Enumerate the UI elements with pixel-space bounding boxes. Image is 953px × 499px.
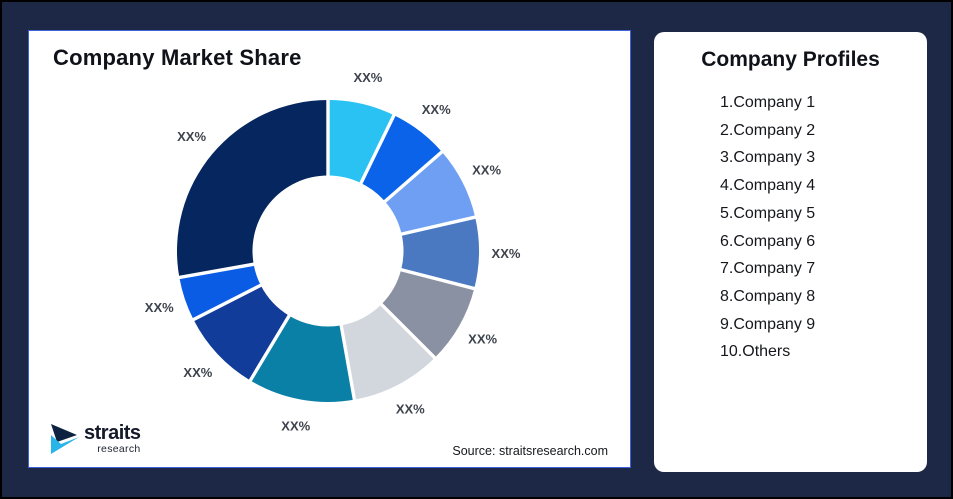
logo-text: straits research xyxy=(84,423,141,455)
slice-label: XX% xyxy=(281,419,310,434)
straits-logo-icon xyxy=(51,424,79,454)
profile-item: 5.Company 5 xyxy=(720,204,816,222)
logo-mark-cyan xyxy=(51,435,79,454)
straits-logo: straits research xyxy=(49,421,141,457)
logo-mark-dark xyxy=(51,424,77,442)
slice-label: XX% xyxy=(492,246,521,261)
profiles-title: Company Profiles xyxy=(701,48,880,71)
profile-item: 1.Company 1 xyxy=(720,94,816,111)
slice-separator xyxy=(190,282,265,322)
slice-label: XX% xyxy=(183,365,212,380)
profile-item: 6.Company 6 xyxy=(720,232,816,250)
profiles-list: 1.Company 1 2.Company 2 3.Company 3 4.Compa… xyxy=(674,89,907,366)
slice-label: XX% xyxy=(353,70,382,85)
slice-label: XX% xyxy=(422,102,451,117)
pie-slice-4 xyxy=(401,217,479,289)
profile-item: 9.Company 9 xyxy=(720,315,816,333)
pie-slice-6 xyxy=(341,304,435,400)
slice-separator xyxy=(397,267,477,291)
logo-subtitle: research xyxy=(97,443,141,456)
slice-separator xyxy=(177,262,257,280)
profile-item: 4.Company 4 xyxy=(720,177,816,195)
profile-item: 10.Others xyxy=(720,343,791,361)
pie-slice-5 xyxy=(381,269,475,358)
slice-separator xyxy=(247,312,293,384)
slice-separator xyxy=(398,215,478,237)
pie-slice-2 xyxy=(361,115,442,202)
profile-item: 2.Company 2 xyxy=(720,121,816,139)
slice-label: XX% xyxy=(472,163,501,178)
profile-item: 8.Company 8 xyxy=(720,287,816,305)
slice-label: XX% xyxy=(177,129,206,144)
slice-separator xyxy=(381,149,445,205)
slice-separator xyxy=(378,301,438,361)
market-share-card: Company Market Share XX% XX% XX% XX% XX% XX% X… xyxy=(28,30,631,468)
source-text: Source: straitsresearch.com xyxy=(452,444,608,458)
pie-slice-9 xyxy=(179,264,261,320)
slice-separator xyxy=(358,112,397,187)
slice-label: XX% xyxy=(396,401,425,416)
pie-slice-1 xyxy=(328,100,395,184)
profile-item: 7.Company 7 xyxy=(720,260,816,278)
pie-slice-10 xyxy=(177,100,328,278)
chart-title: Company Market Share xyxy=(53,45,302,70)
slice-label: XX% xyxy=(468,332,497,347)
slice-label: XX% xyxy=(145,300,174,315)
pie-slice-3 xyxy=(384,151,476,235)
pie-slice-8 xyxy=(193,285,290,381)
profiles-card: Company Profiles 1.Company 1 2.Company 2 3… xyxy=(654,32,927,472)
logo-name: straits xyxy=(84,422,141,445)
profile-item: 3.Company 3 xyxy=(720,149,816,167)
slice-separator xyxy=(339,322,357,402)
pie-slice-7 xyxy=(250,315,355,402)
donut-chart: XX% XX% XX% XX% XX% XX% XX% XX% XX% XX% xyxy=(145,70,521,434)
